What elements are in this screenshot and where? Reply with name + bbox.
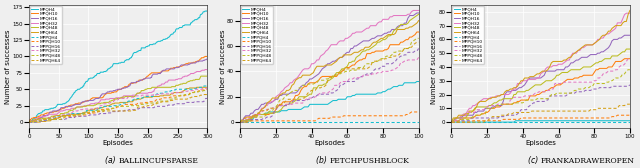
X-axis label: Episodes: Episodes <box>314 140 345 146</box>
Text: FRANKADRAWEROPEN: FRANKADRAWEROPEN <box>541 157 635 165</box>
Text: FETCHPUSHBLOCK: FETCHPUSHBLOCK <box>330 157 410 165</box>
Y-axis label: Number of successes: Number of successes <box>431 29 437 103</box>
Y-axis label: Number of successes: Number of successes <box>5 29 11 103</box>
Legend: MPQH4, MPQH10, MPQH16, MPQH32, MPQH48, MPQH64, MPPQH4, MPPQH10, MPPQH16, MPPQH32: MPQH4, MPQH10, MPQH16, MPQH32, MPQH48, M… <box>241 6 273 64</box>
Text: (b): (b) <box>316 156 330 165</box>
Text: (a): (a) <box>105 156 118 165</box>
X-axis label: Episodes: Episodes <box>525 140 556 146</box>
Text: BALLINCUPSPARSE: BALLINCUPSPARSE <box>118 157 198 165</box>
Legend: MPQH4, MPQH10, MPQH16, MPQH32, MPQH48, MPQH64, MPPQH4, MPPQH10, MPPQH16, MPPQH32: MPQH4, MPQH10, MPQH16, MPQH32, MPQH48, M… <box>30 6 61 64</box>
Text: (c): (c) <box>528 156 541 165</box>
Legend: MPQH4, MPQH10, MPQH16, MPQH32, MPQH48, MPQH64, MPPQH4, MPPQH10, MPPQH16, MPPQH32: MPQH4, MPQH10, MPQH16, MPQH32, MPQH48, M… <box>452 6 484 64</box>
X-axis label: Episodes: Episodes <box>103 140 134 146</box>
Y-axis label: Number of successes: Number of successes <box>220 29 226 103</box>
